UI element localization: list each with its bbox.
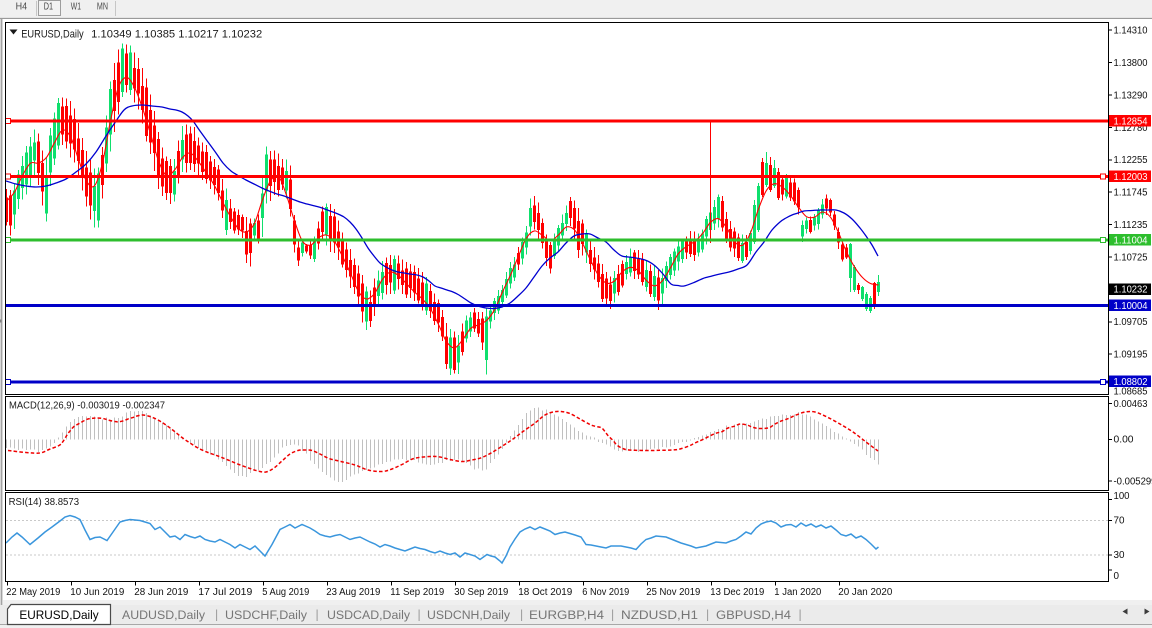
svg-text:1.08685: 1.08685 [1114, 386, 1148, 397]
svg-text:1 Jan 2020: 1 Jan 2020 [774, 587, 821, 598]
svg-text:25 Nov 2019: 25 Nov 2019 [646, 587, 700, 598]
svg-text:5 Aug 2019: 5 Aug 2019 [262, 587, 309, 598]
svg-text:1.09195: 1.09195 [1114, 350, 1148, 361]
svg-text:30 Sep 2019: 30 Sep 2019 [454, 587, 508, 598]
svg-text:18 Oct 2019: 18 Oct 2019 [518, 587, 572, 598]
svg-text:|: | [520, 608, 523, 622]
svg-text:1.10349 1.10385 1.10217 1.1023: 1.10349 1.10385 1.10217 1.10232 [91, 28, 262, 40]
svg-text:1.12003: 1.12003 [1114, 172, 1148, 183]
svg-text:MN: MN [97, 1, 108, 13]
svg-text:1.10232: 1.10232 [1114, 285, 1148, 296]
svg-text:100: 100 [1114, 491, 1130, 502]
svg-text:13 Dec 2019: 13 Dec 2019 [710, 587, 764, 598]
svg-text:1.12780: 1.12780 [1114, 123, 1148, 134]
svg-text:23 Aug 2019: 23 Aug 2019 [326, 587, 380, 598]
svg-text:NZDUSD,H1: NZDUSD,H1 [621, 608, 698, 622]
svg-text:70: 70 [1114, 516, 1125, 527]
svg-text:0.00463: 0.00463 [1114, 399, 1148, 410]
svg-text:W1: W1 [71, 1, 81, 13]
svg-text:6 Nov 2019: 6 Nov 2019 [582, 587, 629, 598]
svg-text:|: | [316, 608, 319, 622]
svg-text:H4: H4 [16, 1, 28, 13]
svg-text:1.10004: 1.10004 [1114, 301, 1148, 312]
svg-text:1.14310: 1.14310 [1114, 26, 1148, 37]
svg-text:USDCHF,Daily: USDCHF,Daily [225, 608, 308, 622]
svg-text:|: | [418, 608, 421, 622]
svg-text:1.12854: 1.12854 [1114, 116, 1148, 127]
svg-text:28 Jun 2019: 28 Jun 2019 [134, 587, 188, 598]
svg-text:|: | [611, 608, 614, 622]
svg-text:1.11235: 1.11235 [1114, 220, 1148, 231]
svg-text:D1: D1 [44, 1, 53, 13]
svg-text:22 May 2019: 22 May 2019 [6, 587, 60, 598]
svg-text:EURUSD,Daily: EURUSD,Daily [21, 28, 84, 40]
svg-text:30: 30 [1114, 550, 1125, 561]
svg-text:1.13800: 1.13800 [1114, 58, 1148, 69]
svg-text:0: 0 [1114, 571, 1120, 582]
svg-text:1.12255: 1.12255 [1114, 155, 1148, 166]
svg-text:1.09705: 1.09705 [1114, 317, 1148, 328]
svg-text:20 Jan 2020: 20 Jan 2020 [838, 587, 892, 598]
svg-text:EURGBP,H4: EURGBP,H4 [529, 608, 604, 622]
svg-text:11 Sep 2019: 11 Sep 2019 [390, 587, 444, 598]
svg-text:AUDUSD,Daily: AUDUSD,Daily [122, 608, 206, 622]
svg-text:RSI(14) 38.8573: RSI(14) 38.8573 [9, 497, 80, 508]
svg-text:EURUSD,Daily: EURUSD,Daily [19, 608, 99, 622]
svg-text:-0.005299: -0.005299 [1114, 476, 1152, 487]
svg-text:1.11004: 1.11004 [1114, 235, 1148, 246]
svg-text:1.13290: 1.13290 [1114, 90, 1148, 101]
svg-text:GBPUSD,H4: GBPUSD,H4 [716, 608, 791, 622]
svg-text:|: | [215, 608, 218, 622]
svg-text:MACD(12,26,9) -0.003019 -0.002: MACD(12,26,9) -0.003019 -0.002347 [9, 401, 165, 412]
svg-text:1.11745: 1.11745 [1114, 188, 1148, 199]
svg-text:17 Jul 2019: 17 Jul 2019 [198, 587, 252, 598]
svg-text:USDCNH,Daily: USDCNH,Daily [427, 608, 511, 622]
svg-text:10 Jun 2019: 10 Jun 2019 [70, 587, 124, 598]
svg-text:1.10725: 1.10725 [1114, 252, 1148, 263]
svg-text:|: | [799, 608, 802, 622]
svg-text:1.08802: 1.08802 [1114, 377, 1148, 388]
svg-text:0.00: 0.00 [1114, 435, 1134, 446]
svg-text:|: | [706, 608, 709, 622]
svg-text:USDCAD,Daily: USDCAD,Daily [327, 608, 411, 622]
